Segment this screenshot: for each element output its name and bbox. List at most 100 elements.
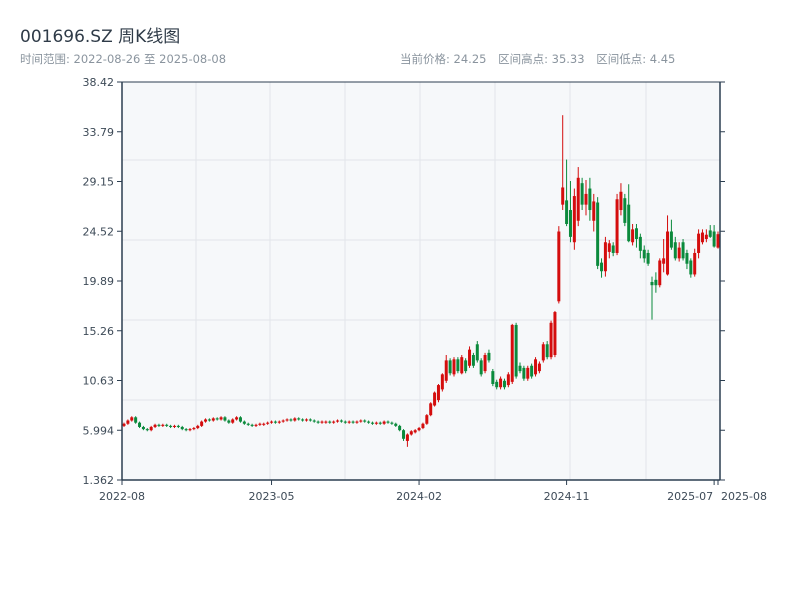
candle-up — [572, 196, 576, 243]
candle-down — [611, 245, 615, 253]
candle-up — [631, 229, 635, 243]
x-tick-label: 2025-07 — [667, 490, 713, 503]
y-tick-label: 24.52 — [83, 225, 115, 238]
candle-up — [561, 187, 565, 205]
candle-down — [712, 231, 716, 247]
candle-up — [576, 177, 580, 221]
candle-down — [502, 380, 506, 388]
candle-up — [716, 234, 720, 248]
candle-down — [522, 367, 526, 379]
candle-up — [704, 234, 708, 240]
candle-up — [285, 419, 289, 421]
candle-up — [662, 258, 666, 264]
x-tick-label: 2022-08 — [99, 490, 145, 503]
candle-down — [273, 421, 277, 423]
candle-down — [471, 355, 475, 366]
candle-up — [541, 344, 545, 361]
candle-down — [638, 236, 642, 251]
candle-down — [456, 359, 460, 372]
candle-down — [339, 420, 343, 422]
candle-down — [169, 425, 173, 427]
candle-down — [623, 198, 627, 223]
candle-up — [506, 374, 510, 386]
candle-up — [693, 252, 697, 275]
candle-up — [468, 349, 472, 366]
candle-up — [347, 421, 351, 423]
candle-down — [378, 422, 382, 424]
y-tick-label: 33.79 — [83, 126, 115, 139]
candle-up — [192, 428, 196, 430]
candle-down — [530, 365, 534, 377]
candle-down — [402, 430, 406, 439]
candle-up — [262, 423, 266, 425]
candle-down — [301, 419, 305, 421]
candle-up — [409, 431, 413, 435]
candle-up — [413, 430, 417, 433]
candle-up — [417, 428, 421, 431]
candle-up — [444, 360, 448, 381]
candle-down — [242, 421, 246, 424]
candle-up — [534, 359, 538, 375]
candle-down — [134, 417, 138, 423]
candle-up — [281, 420, 285, 422]
y-tick-label: 10.63 — [83, 375, 115, 388]
candle-down — [448, 360, 452, 374]
range-low: 区间低点: 4.45 — [596, 52, 676, 66]
candle-up — [619, 191, 623, 211]
candle-up — [549, 322, 553, 358]
candle-up — [592, 201, 596, 221]
candle-down — [390, 422, 394, 424]
candle-up — [254, 424, 258, 426]
candle-down — [180, 426, 184, 430]
x-tick-label: 2024-02 — [396, 490, 442, 503]
candle-up — [460, 357, 464, 374]
candle-down — [308, 419, 312, 421]
candle-down — [398, 425, 402, 431]
candle-up — [658, 260, 662, 286]
date-range-label: 时间范围: 2022-08-26 至 2025-08-08 — [20, 52, 227, 66]
candle-up — [603, 242, 607, 272]
candle-up — [200, 421, 204, 426]
candle-down — [215, 418, 219, 420]
candle-down — [580, 183, 584, 205]
candle-up — [697, 233, 701, 253]
candle-up — [436, 385, 440, 401]
candle-down — [673, 242, 677, 259]
candle-up — [235, 417, 239, 420]
candle-up — [382, 421, 386, 424]
candle-down — [207, 419, 211, 421]
candle-up — [161, 424, 165, 426]
candle-up — [425, 415, 429, 424]
candle-down — [238, 417, 242, 422]
candle-down — [165, 424, 169, 426]
candle-up — [266, 422, 270, 424]
candle-down — [487, 352, 491, 361]
plot-area — [122, 82, 720, 480]
candle-up — [607, 243, 611, 252]
candle-down — [250, 424, 254, 426]
candle-down — [184, 429, 188, 431]
candle-down — [518, 365, 522, 372]
candle-down — [223, 417, 227, 421]
candle-down — [646, 252, 650, 264]
candle-down — [157, 424, 161, 426]
candle-down — [289, 419, 293, 421]
candle-down — [145, 429, 149, 431]
candle-down — [351, 421, 355, 423]
x-tick-label: 2024-11 — [544, 490, 590, 503]
candle-up — [499, 378, 503, 388]
candle-up — [130, 417, 134, 421]
candle-down — [685, 252, 689, 264]
candle-up — [277, 421, 281, 423]
candle-up — [677, 247, 681, 259]
candle-down — [475, 344, 479, 361]
candle-down — [669, 231, 673, 248]
candle-up — [204, 419, 208, 422]
candle-up — [219, 417, 223, 420]
candle-down — [495, 381, 499, 388]
candle-up — [196, 425, 200, 429]
current-price: 当前价格: 24.25 — [400, 52, 487, 66]
x-tick-label: 2023-05 — [249, 490, 295, 503]
candle-up — [584, 193, 588, 205]
